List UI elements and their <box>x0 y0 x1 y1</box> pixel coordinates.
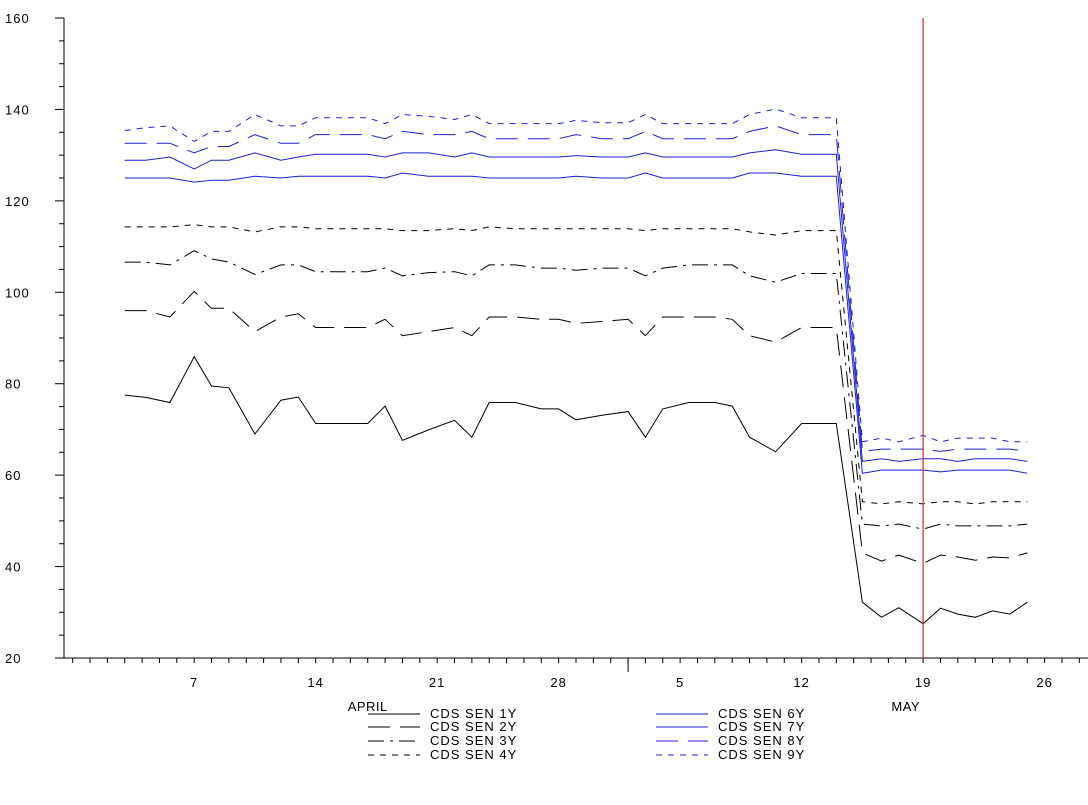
x-tick-label: 7 <box>190 675 198 690</box>
x-tick-label: 19 <box>915 675 931 690</box>
x-tick-label: 26 <box>1036 675 1052 690</box>
legend-label: CDS SEN 2Y <box>430 719 517 734</box>
x-axis: 7 14 21 28 5 12 19 26 APRIL MAY <box>64 657 1088 714</box>
x-tick-label: 14 <box>307 675 323 690</box>
y-axis: 20 40 60 80 100 120 140 160 <box>5 11 65 666</box>
month-label: MAY <box>891 699 920 714</box>
series-line-cds-sen-1y <box>124 355 1028 625</box>
legend-label: CDS SEN 8Y <box>718 733 805 748</box>
legend-label: CDS SEN 1Y <box>430 706 517 721</box>
y-tick-label: 60 <box>5 468 21 483</box>
x-tick-label: 21 <box>429 675 445 690</box>
series-line-cds-sen-9y <box>124 108 1028 443</box>
y-tick-label: 80 <box>5 377 21 392</box>
y-tick-label: 160 <box>5 11 30 26</box>
x-tick-label: 28 <box>550 675 566 690</box>
series-line-cds-sen-3y <box>124 250 1028 530</box>
legend-label: CDS SEN 6Y <box>718 706 805 721</box>
x-tick-label: 12 <box>793 675 809 690</box>
x-tick-label: 5 <box>676 675 684 690</box>
series-line-cds-sen-6y <box>124 172 1028 474</box>
y-tick-label: 140 <box>5 102 30 117</box>
legend-label: CDS SEN 3Y <box>430 733 517 748</box>
y-tick-label: 120 <box>5 194 30 209</box>
legend-label: CDS SEN 7Y <box>718 719 805 734</box>
y-tick-label: 40 <box>5 560 21 575</box>
legend-label: CDS SEN 4Y <box>430 747 517 762</box>
series-line-cds-sen-4y <box>124 224 1028 505</box>
series-lines <box>124 108 1028 625</box>
series-line-cds-sen-7y <box>124 149 1028 462</box>
y-tick-label: 20 <box>5 651 21 666</box>
series-line-cds-sen-2y <box>124 290 1028 564</box>
series-line-cds-sen-8y <box>124 125 1028 452</box>
month-label: APRIL <box>348 699 388 714</box>
legend-label: CDS SEN 9Y <box>718 747 805 762</box>
y-tick-label: 100 <box>5 285 30 300</box>
